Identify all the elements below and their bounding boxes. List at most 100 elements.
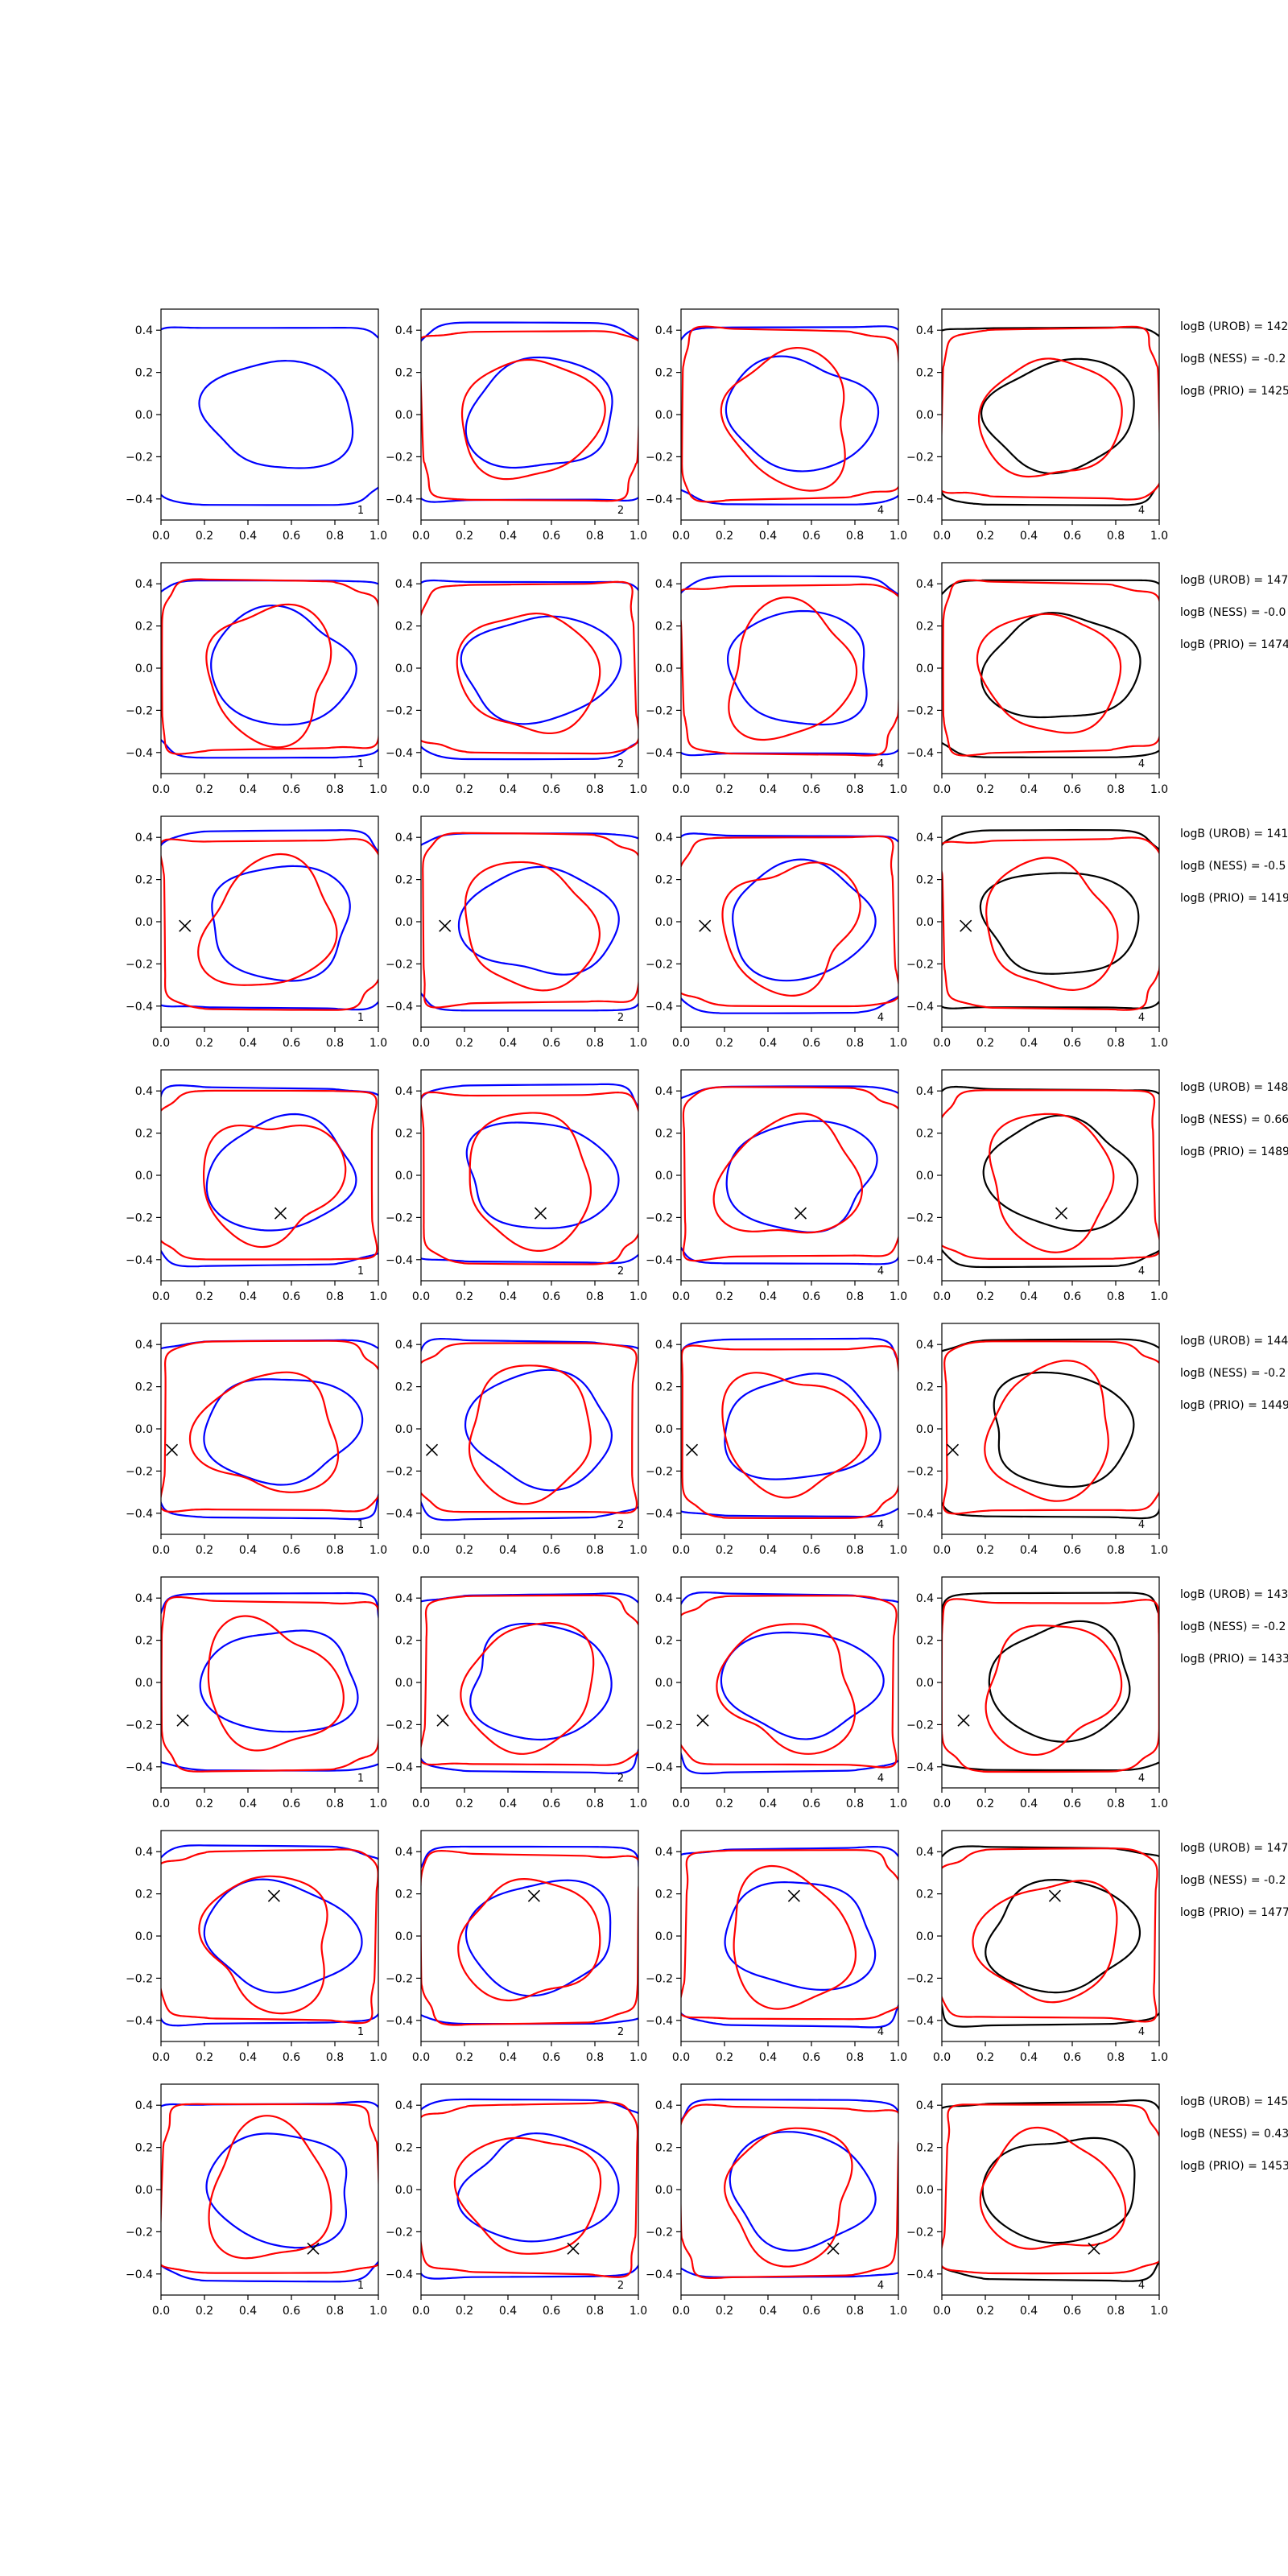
x-tick-label: 1.0 xyxy=(630,1037,647,1050)
panel-r4-c4: 0.0 0.2 0.4 0.6 0.8 1.0 0.4 0.2 0.0 −0.2 −0.4 4 xyxy=(906,1069,1168,1303)
x-tick-label: 0.8 xyxy=(326,1798,344,1810)
panel-r8-c3: 0.0 0.2 0.4 0.6 0.8 1.0 0.4 0.2 0.0 −0.2 −0.4 4 xyxy=(646,2083,907,2318)
marker-x xyxy=(439,919,452,932)
y-tick-label: 0.4 xyxy=(916,832,934,844)
contour-line xyxy=(720,346,846,492)
x-tick-label: 0.6 xyxy=(1063,530,1081,543)
axes-frame xyxy=(420,2083,639,2296)
y-tick-label: −0.2 xyxy=(646,1972,673,1985)
x-tick-label: 0.8 xyxy=(846,783,864,796)
y-tick-label: 0.2 xyxy=(916,1381,934,1394)
y-tick-label: 0.0 xyxy=(655,916,673,929)
y-tick-label: 0.4 xyxy=(655,324,673,337)
x-tick-label: 0.2 xyxy=(456,2305,473,2318)
y-tick-label: −0.2 xyxy=(386,1465,413,1478)
panel-r3-c2: 0.0 0.2 0.4 0.6 0.8 1.0 0.4 0.2 0.0 −0.2 −0.4 2 xyxy=(386,815,647,1050)
y-tick-label: −0.4 xyxy=(646,1761,673,1774)
marker-x xyxy=(794,1207,807,1220)
contour-line xyxy=(728,596,858,741)
marker-x xyxy=(165,1443,179,1456)
y-tick-label: 0.4 xyxy=(655,832,673,844)
x-tick-label: 0.0 xyxy=(933,1544,951,1557)
logb-annotation: logB (NESS) = -0.2 xyxy=(1180,1620,1286,1633)
contour-lines xyxy=(161,1591,378,1773)
panel-r5-c2: 0.0 0.2 0.4 0.6 0.8 1.0 0.4 0.2 0.0 −0.2 −0.4 2 xyxy=(386,1323,647,1557)
x-tick-label: 0.4 xyxy=(1020,1037,1038,1050)
contour-line xyxy=(210,605,357,726)
contour-line xyxy=(681,1085,898,1265)
x-tick-label: 1.0 xyxy=(1150,2051,1168,2064)
panel-r6-c2: 0.0 0.2 0.4 0.6 0.8 1.0 0.4 0.2 0.0 −0.2 −0.4 2 xyxy=(386,1576,647,1810)
panel-r5-c4: 0.0 0.2 0.4 0.6 0.8 1.0 0.4 0.2 0.0 −0.2 −0.4 4 xyxy=(906,1323,1168,1557)
x-tick-label: 0.6 xyxy=(283,2051,300,2064)
x-tick-label: 0.4 xyxy=(759,2051,777,2064)
y-tick-label: 0.0 xyxy=(655,1930,673,1943)
x-tick-label: 0.2 xyxy=(196,1037,213,1050)
x-tick-label: 0.8 xyxy=(586,1037,604,1050)
y-tick-label: 0.0 xyxy=(135,1170,153,1183)
contour-lines xyxy=(681,1591,898,1775)
x-tick-label: 0.0 xyxy=(672,783,690,796)
y-tick-label: −0.2 xyxy=(126,1719,153,1732)
contour-line xyxy=(982,1114,1139,1232)
x-tick-label: 0.0 xyxy=(152,1290,170,1303)
axes-frame xyxy=(941,815,1160,1028)
x-tick-label: 0.4 xyxy=(239,1037,257,1050)
y-tick-label: 0.4 xyxy=(916,578,934,591)
y-tick-label: 0.2 xyxy=(655,1381,673,1394)
x-tick-label: 0.6 xyxy=(803,1037,820,1050)
axes-frame xyxy=(680,562,899,774)
x-tick-label: 0.2 xyxy=(196,2305,213,2318)
y-tick-label: 0.4 xyxy=(655,578,673,591)
panel-r4-c2: 0.0 0.2 0.4 0.6 0.8 1.0 0.4 0.2 0.0 −0.2 −0.4 2 xyxy=(386,1069,647,1303)
contour-line xyxy=(681,835,898,1008)
x-tick-label: 1.0 xyxy=(369,1798,387,1810)
contour-line xyxy=(421,1845,638,2025)
y-tick-label: 0.2 xyxy=(655,1889,673,1901)
contour-line xyxy=(161,2103,378,2274)
contour-line xyxy=(942,1845,1159,2028)
axes-frame xyxy=(160,815,379,1028)
x-tick-label: 0.4 xyxy=(239,530,257,543)
panel-r6-c1: 0.0 0.2 0.4 0.6 0.8 1.0 0.4 0.2 0.0 −0.2 −0.4 1 xyxy=(126,1576,387,1810)
x-tick-label: 0.6 xyxy=(1063,783,1081,796)
panel-r6-c3: 0.0 0.2 0.4 0.6 0.8 1.0 0.4 0.2 0.0 −0.2 −0.4 4 xyxy=(646,1576,907,1810)
y-tick-label: 0.4 xyxy=(135,832,153,844)
axes-frame xyxy=(420,1830,639,2042)
y-tick-label: −0.4 xyxy=(386,1761,413,1774)
x-tick-label: 0.4 xyxy=(759,783,777,796)
marker-x xyxy=(436,1714,449,1727)
x-tick-label: 0.8 xyxy=(846,1290,864,1303)
logb-annotation: logB (NESS) = -0.2 xyxy=(1180,1367,1286,1380)
x-tick-label: 0.2 xyxy=(716,1290,733,1303)
y-tick-label: −0.2 xyxy=(126,2226,153,2239)
logb-annotation: logB (UROB) = 144 xyxy=(1180,1335,1288,1348)
axes-frame xyxy=(941,562,1160,774)
y-tick-label: 0.4 xyxy=(655,1592,673,1605)
panel-label: 1 xyxy=(357,1265,364,1278)
panel-r3-c4: 0.0 0.2 0.4 0.6 0.8 1.0 0.4 0.2 0.0 −0.2 −0.4 4 xyxy=(906,815,1168,1050)
y-tick-label: −0.2 xyxy=(386,958,413,971)
x-tick-label: 0.6 xyxy=(283,530,300,543)
x-tick-label: 0.2 xyxy=(716,1798,733,1810)
x-tick-label: 0.6 xyxy=(1063,1037,1081,1050)
x-tick-label: 1.0 xyxy=(630,1798,647,1810)
contour-line xyxy=(198,360,354,469)
contour-line xyxy=(421,330,638,502)
panel-label: 1 xyxy=(357,2026,364,2038)
x-tick-label: 0.2 xyxy=(456,1290,473,1303)
logb-annotation: logB (UROB) = 142 xyxy=(1180,320,1288,333)
contour-line xyxy=(421,580,638,755)
y-tick-label: −0.4 xyxy=(646,2015,673,2028)
contour-line xyxy=(202,1124,347,1249)
y-tick-label: −0.2 xyxy=(906,958,934,971)
contour-line xyxy=(161,829,378,1011)
x-tick-label: 0.6 xyxy=(803,530,820,543)
contour-line xyxy=(681,1849,898,2021)
contour-line xyxy=(161,1089,378,1261)
contour-line xyxy=(681,1845,898,2029)
x-tick-label: 0.8 xyxy=(326,530,344,543)
contour-line xyxy=(942,326,1159,506)
x-tick-label: 0.2 xyxy=(716,1544,733,1557)
x-tick-label: 0.8 xyxy=(326,2305,344,2318)
